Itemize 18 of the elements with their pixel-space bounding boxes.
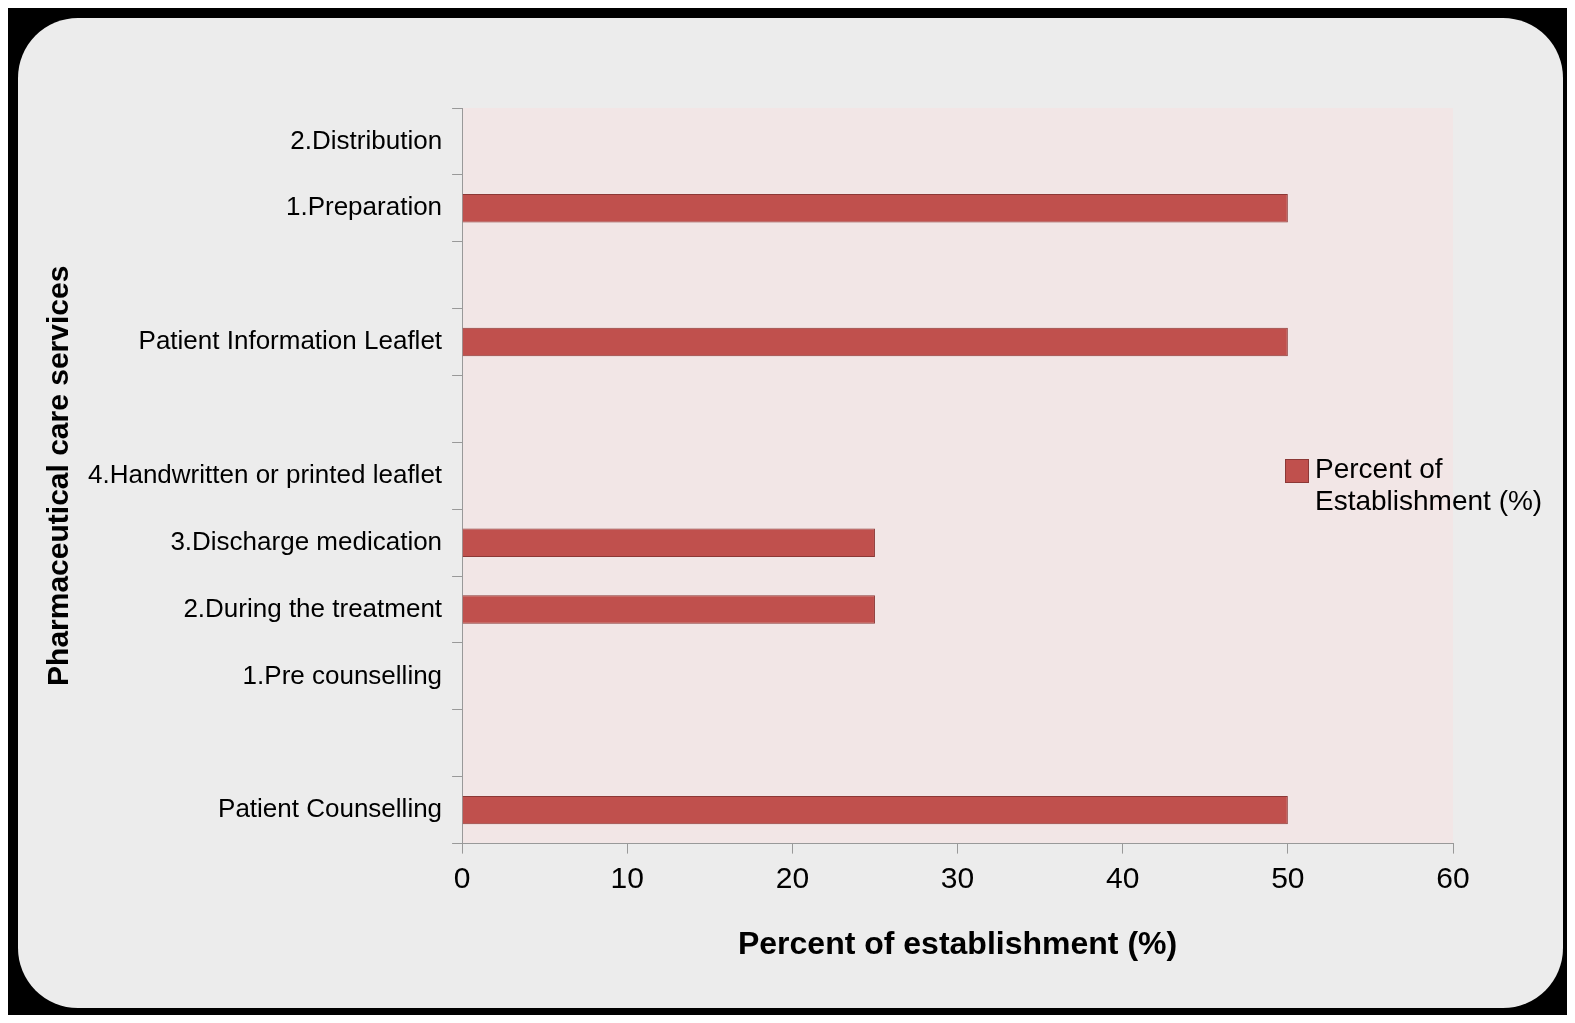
y-tick-label: 4.Handwritten or printed leaflet — [87, 458, 443, 489]
x-tick-label: 0 — [453, 860, 471, 894]
y-tick-label: 2.During the treatment — [183, 592, 443, 623]
x-axis-title: Percent of establishment (%) — [737, 924, 1178, 961]
x-tick-label: 40 — [1106, 860, 1140, 894]
y-tick-label: Patient Information Leaflet — [138, 325, 443, 356]
y-axis-title: Pharmaceutical care services — [41, 265, 75, 686]
y-tick-label: 1.Preparation — [285, 191, 443, 222]
x-tick-label: 10 — [610, 860, 644, 894]
y-tick-label: 3.Discharge medication — [170, 525, 443, 556]
y-tick-label: Patient Counselling — [218, 793, 443, 824]
x-tick-label: 20 — [775, 860, 810, 894]
x-tick-label: 30 — [940, 860, 975, 894]
y-tick-label: 2.Distribution — [290, 124, 443, 155]
x-tick-label: 60 — [1436, 860, 1470, 894]
x-tick-label: 50 — [1271, 860, 1305, 894]
y-tick-label: 1.Pre counselling — [242, 659, 443, 690]
legend-label: Percent of Establishment (%) — [1315, 453, 1544, 517]
